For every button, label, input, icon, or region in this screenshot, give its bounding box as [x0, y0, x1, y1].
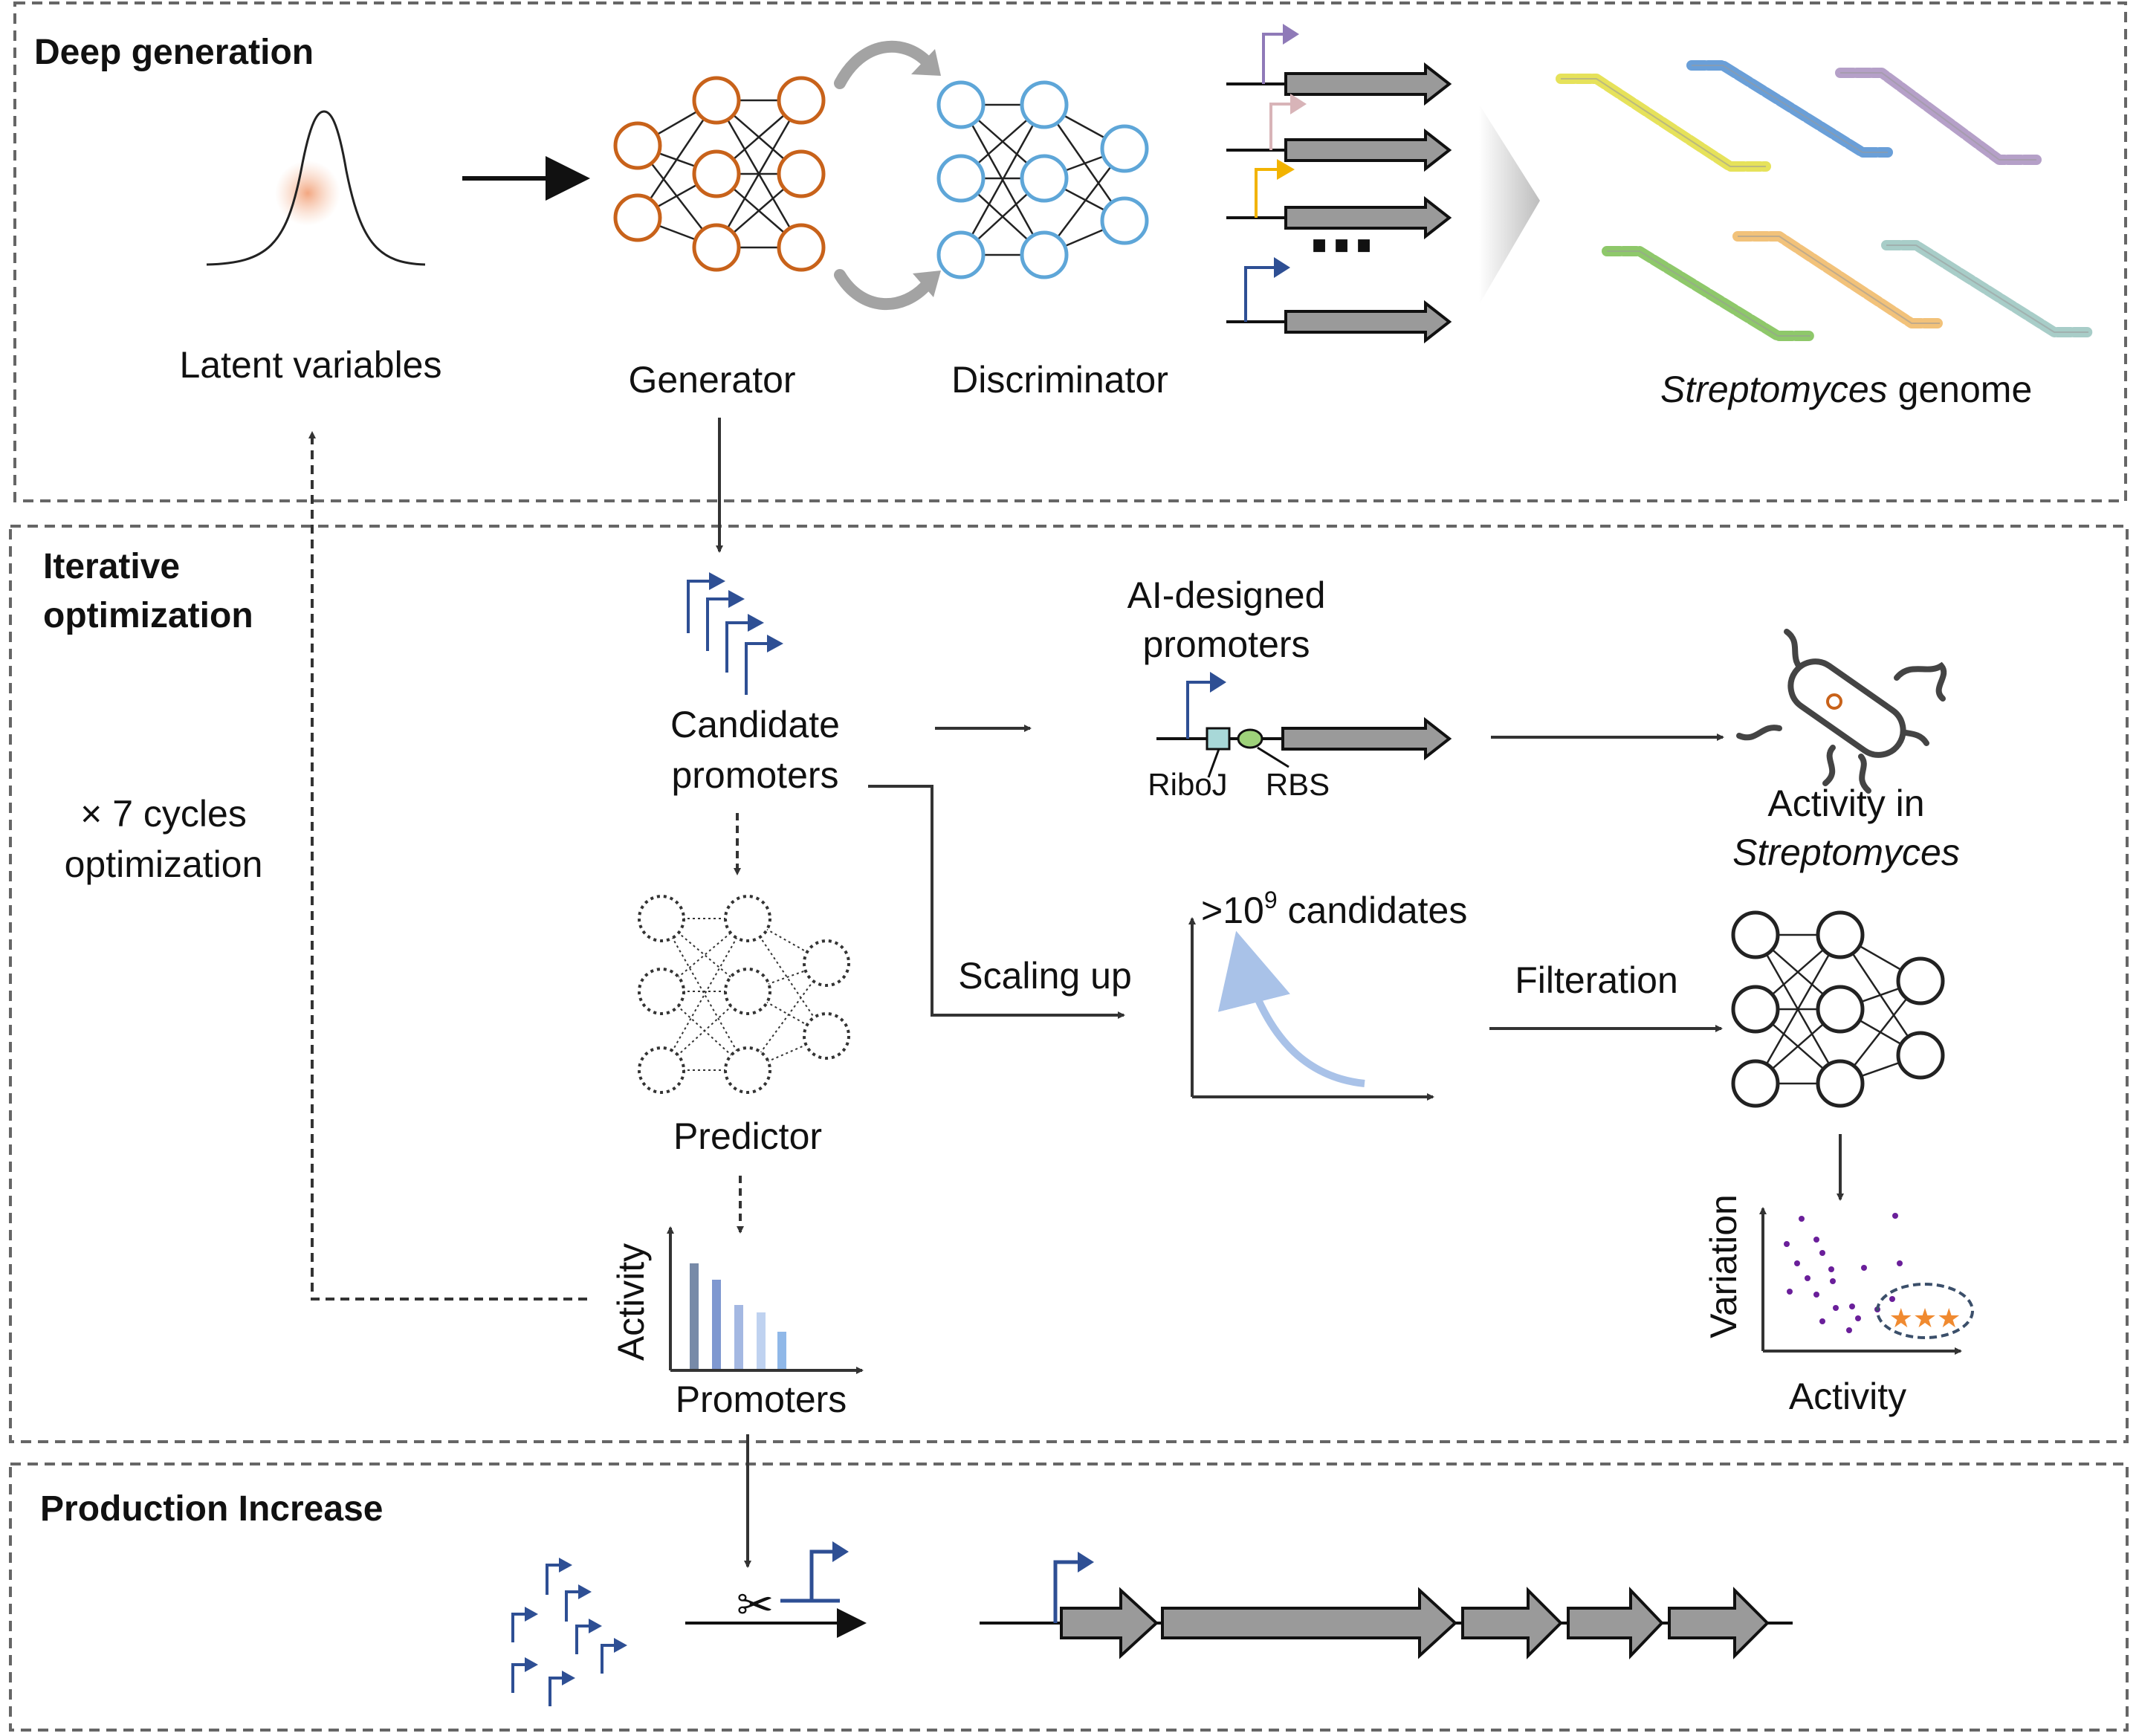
scaling-up-arrow [868, 785, 1125, 1019]
discriminator-network-icon [936, 80, 1149, 279]
variation-activity-scatter [1759, 1207, 1974, 1355]
promoter-library-arrowheads [525, 1558, 627, 1685]
candidate-promoters-arrowheads [709, 572, 783, 652]
construct-1 [1226, 24, 1452, 106]
candidate-space-plot [1188, 917, 1434, 1101]
gene-3 [1461, 1587, 1563, 1659]
production-increase-panel [9, 1463, 2129, 1732]
iterative-title-line1: Iterative [43, 547, 180, 586]
activity-bar-5 [777, 1332, 786, 1369]
ai-designed-label-line1: AI-designed [1127, 574, 1326, 616]
bar-chart-ylabel: Activity [610, 1243, 652, 1361]
streptomyces-genome-tracks [1556, 60, 2094, 341]
ai-designed-construct [1156, 672, 1452, 778]
discriminator-label: Discriminator [951, 359, 1168, 401]
ai-designed-label-line2: promoters [1142, 624, 1310, 665]
latent-variables-label: Latent variables [179, 344, 441, 386]
scissors-icon: ✂ [737, 1579, 774, 1631]
construct-2 [1226, 94, 1452, 172]
scatter-xlabel: Activity [1789, 1376, 1906, 1417]
genome-track-purple [1835, 68, 2042, 165]
cycle-arrowhead-bottom [913, 271, 941, 297]
derivation-chevron [1479, 104, 1540, 305]
top-candidates-ellipse [1876, 1283, 1974, 1339]
gene-4 [1567, 1587, 1664, 1659]
promoter-library-icon [511, 1564, 615, 1706]
candidates-prefix: >10 [1201, 890, 1264, 931]
scatter-ylabel: Variation [1703, 1194, 1744, 1338]
deep-generation-panel [13, 1, 2127, 502]
genome-track-blue [1686, 60, 1893, 158]
latent-distribution-icon [206, 110, 426, 266]
predictor-network-icon [638, 895, 850, 1094]
streptomyces-cell-icon [1736, 629, 1947, 794]
filteration-label: Filteration [1515, 959, 1678, 1001]
promoter-gene-constructs: ⋯ [1226, 24, 1452, 344]
predicted-activity-chart [667, 1226, 864, 1374]
rbs-oval [1237, 728, 1263, 749]
generator-network-icon [613, 76, 826, 272]
genome-label-species: Streptomyces [1660, 369, 1888, 410]
cycles-label-line2: optimization [65, 843, 263, 885]
activity-bar-4 [757, 1312, 766, 1369]
filter-network-icon [1731, 910, 1945, 1108]
gene-2 [1161, 1587, 1457, 1659]
predictor-label: Predictor [673, 1115, 822, 1157]
genome-track-outlines [1561, 65, 2088, 337]
biosynthetic-gene-cluster [980, 1552, 1793, 1659]
top-candidate-stars: ★★★ [1889, 1303, 1961, 1334]
feedback-loop-arrow [308, 431, 587, 1301]
construct-4 [1226, 257, 1452, 344]
gene-1 [1060, 1587, 1159, 1659]
riboj-label: RiboJ [1148, 767, 1227, 802]
streptomyces-label: Streptomyces [1732, 832, 1960, 873]
bar-chart-xlabel: Promoters [676, 1379, 847, 1420]
cycle-arrowhead-top [911, 49, 941, 76]
rbs-label: RBS [1266, 767, 1330, 802]
candidate-label-line1: Candidate [670, 704, 840, 745]
deep-generation-title: Deep generation [34, 33, 314, 72]
iterative-title-line2: optimization [43, 596, 253, 635]
activity-bar-1 [690, 1263, 699, 1369]
candidates-count-label: >109 candidates [1201, 887, 1467, 931]
gene-5 [1668, 1587, 1770, 1659]
activity-bar-3 [734, 1305, 743, 1369]
iterative-optimization-panel [9, 525, 2129, 1443]
activity-bar-2 [712, 1280, 721, 1369]
adversarial-cycle-arrows [834, 40, 933, 311]
activity-in-label: Activity in [1767, 783, 1924, 824]
candidate-promoters-icon [687, 580, 768, 695]
genome-label: Streptomyces genome [1660, 369, 2032, 410]
genome-label-rest: genome [1888, 369, 2033, 410]
scatter-points [1784, 1213, 1903, 1333]
constructs-ellipsis: ⋯ [1308, 207, 1375, 285]
inserted-promoter-icon [780, 1541, 849, 1603]
scaling-up-label: Scaling up [958, 955, 1132, 997]
construct-3 [1226, 159, 1452, 240]
production-title: Production Increase [40, 1489, 383, 1529]
candidates-suffix: candidates [1278, 890, 1468, 931]
candidates-exponent: 9 [1264, 887, 1278, 913]
cycles-label-line1: × 7 cycles [80, 793, 247, 835]
generator-label: Generator [628, 359, 795, 401]
riboj-box [1206, 727, 1231, 751]
candidate-label-line2: promoters [671, 754, 838, 796]
